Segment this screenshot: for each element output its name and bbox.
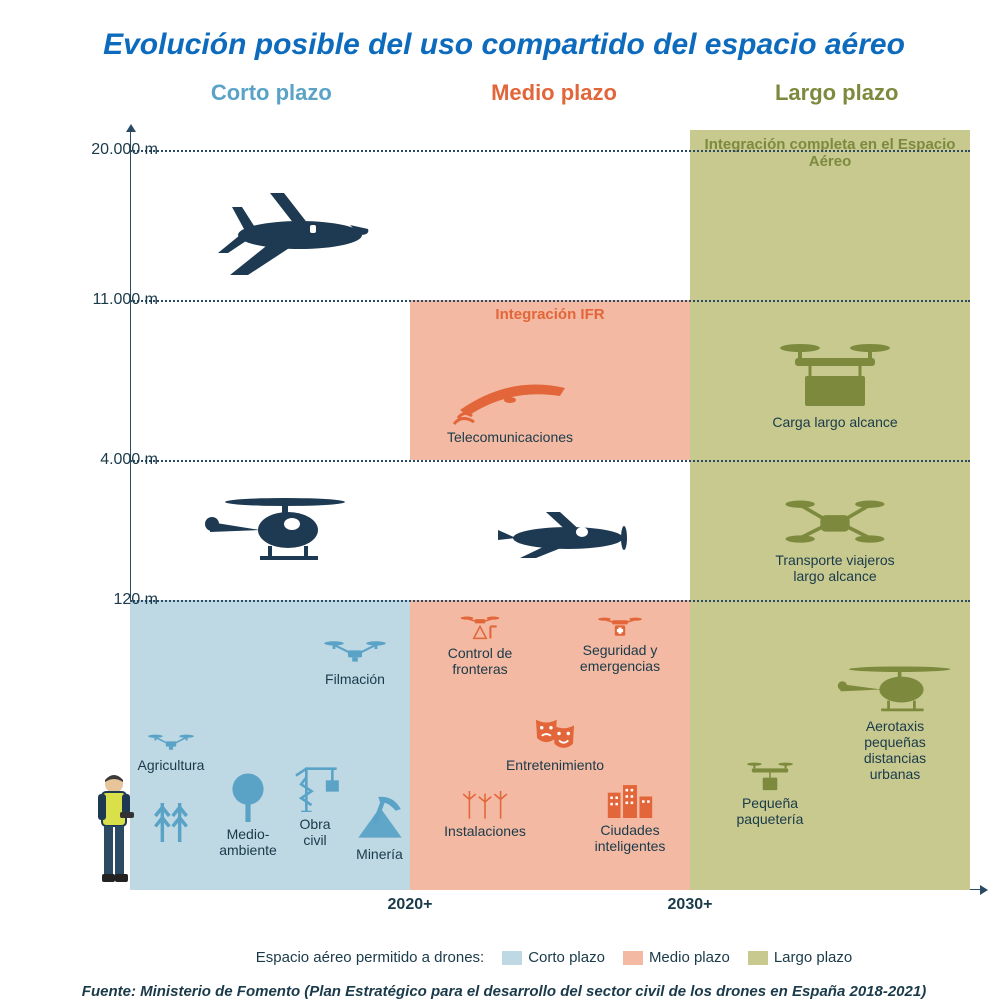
column-headers: Corto plazo Medio plazo Largo plazo	[130, 80, 978, 120]
gridline	[130, 300, 970, 302]
item-seguridad: Seguridad yemergencias	[560, 615, 680, 675]
item-viajeros: Transporte viajeroslargo alcance	[740, 495, 930, 584]
item-label: Medio-ambiente	[219, 826, 277, 858]
item-label: Transporte viajeroslargo alcance	[775, 552, 894, 584]
item-aerotaxis: Aerotaxispequeñasdistanciasurbanas	[830, 660, 960, 782]
item-label: Ciudadesinteligentes	[595, 822, 666, 854]
item-agricultura2	[126, 790, 216, 846]
gridline	[130, 600, 970, 602]
item-instalaciones: Instalaciones	[420, 790, 550, 839]
item-label: Aerotaxispequeñasdistanciasurbanas	[864, 718, 926, 782]
item-telecom: Telecomunicaciones	[430, 370, 590, 445]
item-label: Filmación	[325, 671, 385, 687]
source-line: Fuente: Ministerio de Fomento (Plan Estr…	[0, 983, 1008, 1000]
chart-area: Integración IFRIntegración completa en e…	[130, 130, 970, 890]
item-paqueteria: Pequeñapaquetería	[710, 760, 830, 827]
item-label: Entretenimiento	[506, 757, 604, 773]
item-label: Obracivil	[299, 816, 330, 848]
item-label: Telecomunicaciones	[447, 429, 573, 445]
legend-item: Medio plazo	[623, 949, 730, 966]
y-tick-label: 11.000 m	[68, 291, 158, 309]
aircraft-plane_big	[210, 185, 380, 285]
y-tick-label: 120 m	[68, 591, 158, 609]
legend: Espacio aéreo permitido a drones: Corto …	[130, 949, 978, 966]
x-tick-label: 2020+	[388, 896, 433, 914]
aircraft-heli_navy	[200, 490, 350, 575]
item-fronteras: Control defronteras	[420, 615, 540, 677]
legend-item: Corto plazo	[502, 949, 605, 966]
item-label: Control defronteras	[448, 645, 513, 677]
item-label: Seguridad yemergencias	[580, 642, 660, 674]
item-entretenimiento: Entretenimiento	[480, 715, 630, 773]
item-label: Pequeñapaquetería	[737, 795, 804, 827]
item-ciudades: Ciudadesinteligentes	[570, 780, 690, 854]
gridline	[130, 460, 970, 462]
y-tick-label: 4.000 m	[68, 451, 158, 469]
pilot-icon	[90, 772, 138, 895]
col-short: Corto plazo	[130, 80, 413, 120]
page-title: Evolución posible del uso compartido del…	[0, 0, 1008, 74]
item-label: Agricultura	[138, 757, 205, 773]
item-medioambiente: Medio-ambiente	[208, 770, 288, 858]
item-carga: Carga largo alcance	[740, 340, 930, 430]
aircraft-plane_small	[490, 500, 640, 575]
item-label: Instalaciones	[444, 823, 526, 839]
item-filmacion: Filmación	[300, 635, 410, 687]
legend-title: Espacio aéreo permitido a drones:	[256, 949, 484, 966]
item-mineria: Minería	[342, 790, 417, 862]
col-long: Largo plazo	[695, 80, 978, 120]
x-tick-label: 2030+	[668, 896, 713, 914]
item-obracivil: Obracivil	[280, 760, 350, 848]
item-label: Carga largo alcance	[772, 414, 897, 430]
gridline	[130, 150, 970, 152]
col-medium: Medio plazo	[413, 80, 696, 120]
item-agricultura: Agricultura	[126, 730, 216, 773]
item-label: Minería	[356, 846, 403, 862]
legend-item: Largo plazo	[748, 949, 852, 966]
y-tick-label: 20.000 m	[68, 141, 158, 159]
zone-header: Integración IFR	[410, 300, 690, 323]
